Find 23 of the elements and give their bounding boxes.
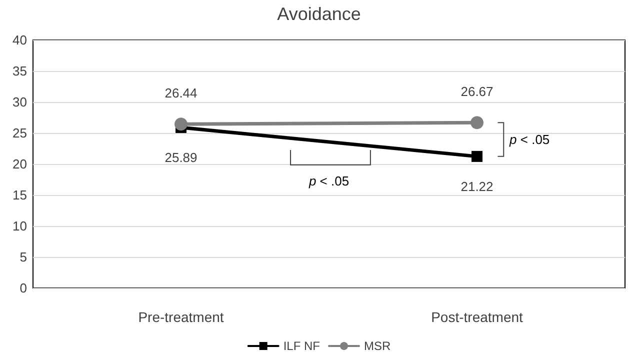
annotation: p < .05: [508, 132, 550, 148]
y-tick-label: 35: [12, 64, 27, 78]
y-tick-label: 25: [12, 126, 27, 140]
y-tick-label: 40: [12, 32, 27, 48]
point: [470, 116, 484, 130]
point: [174, 118, 188, 131]
y-tick-label: 15: [12, 188, 27, 202]
y-tick-label: 20: [12, 156, 27, 172]
y-tick-label: 30: [12, 94, 27, 110]
y-tick-label: 5: [20, 250, 27, 264]
y-tick-label: 0: [20, 280, 27, 296]
legend-label: MSR: [364, 339, 391, 353]
x-tick-label: Pre-treatment: [138, 309, 224, 325]
x-tick-label: Post-treatment: [431, 309, 524, 325]
data-label: 26.67: [460, 84, 494, 100]
point: [472, 150, 482, 162]
chart-title: Avoidance: [277, 4, 361, 24]
legend-label: ILF NF: [283, 339, 320, 353]
data-label: 25.89: [164, 150, 198, 165]
data-label: 26.44: [164, 86, 198, 101]
y-tick-label: 10: [12, 218, 27, 234]
data-label: 21.22: [460, 178, 494, 194]
annotation: p < .05: [308, 174, 350, 189]
